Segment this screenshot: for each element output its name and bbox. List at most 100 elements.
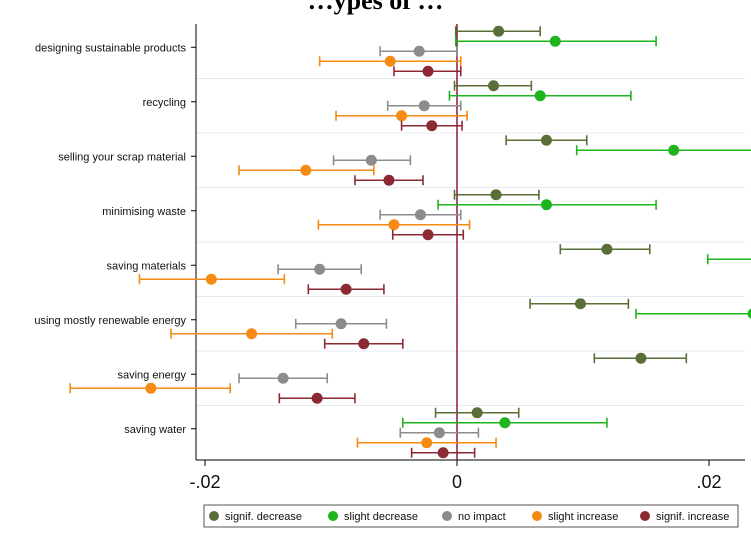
data-point-group (356, 437, 497, 449)
data-point-group (393, 65, 462, 77)
data-point (493, 25, 505, 37)
data-point (488, 80, 500, 92)
data-point-group (434, 407, 520, 419)
data-point (418, 100, 430, 112)
data-point (365, 154, 377, 166)
data-point-group (278, 392, 356, 404)
legend-marker (209, 511, 219, 521)
category-label: saving materials (107, 260, 187, 272)
legend-box (203, 504, 739, 528)
data-point (601, 243, 613, 255)
data-point-group (399, 427, 480, 439)
data-point (499, 417, 511, 429)
data-point (300, 164, 312, 176)
legend-entry: slight decrease (344, 511, 418, 523)
legend-marker (328, 511, 338, 521)
data-point (340, 283, 352, 295)
data-point (471, 407, 483, 419)
data-point-group (307, 283, 385, 295)
data-point (314, 263, 326, 275)
data-point (414, 209, 426, 221)
category-bands (196, 78, 745, 406)
data-point-group (453, 189, 540, 201)
category-label: selling your scrap material (58, 151, 186, 163)
data-point-group (635, 308, 751, 319)
data-point (205, 273, 217, 285)
category-label: using mostly renewable energy (34, 315, 186, 327)
data-point-group (170, 328, 334, 340)
data-point-group (294, 318, 388, 330)
data-point (246, 328, 258, 340)
legend: signif. decrease slight decrease no impact… (203, 504, 739, 528)
data-point (437, 447, 449, 459)
data-point-group (529, 298, 630, 310)
data-point-group (400, 120, 463, 132)
data-point (668, 144, 680, 156)
data-point (433, 427, 445, 439)
data-point-group (238, 372, 329, 384)
data-point-group (437, 199, 657, 211)
data-point (540, 134, 552, 146)
data-point (383, 174, 395, 186)
data-point-group (706, 254, 751, 265)
legend-marker (442, 511, 452, 521)
legend-marker (640, 511, 650, 521)
data-point-group (593, 352, 688, 364)
data-point-group (354, 174, 424, 186)
data-point-group (379, 209, 462, 221)
x-tick-label: 0 (452, 472, 462, 492)
data-point-group (318, 55, 462, 67)
legend-entry: signif. decrease (225, 511, 302, 523)
data-point (574, 298, 586, 310)
data-point (534, 90, 546, 102)
data-point (358, 338, 370, 350)
data-point-group (453, 80, 533, 92)
legend-marker (532, 511, 542, 521)
data-point-group (386, 100, 462, 112)
data-point (635, 352, 647, 364)
data-point-group (277, 263, 363, 275)
data-point (421, 437, 433, 449)
category-label: designing sustainable products (35, 42, 187, 54)
category-label: saving energy (118, 369, 187, 381)
data-point (384, 55, 396, 67)
data-point (549, 35, 561, 47)
data-point (335, 318, 347, 330)
data-point (422, 65, 434, 77)
data-point-group (448, 90, 632, 102)
category-label: minimising waste (102, 206, 186, 218)
data-point (413, 45, 425, 57)
data-point-group (410, 447, 476, 459)
data-point-group (238, 164, 375, 176)
data-point-group (317, 219, 471, 231)
legend-entry: signif. increase (656, 511, 729, 523)
x-tick-label: -.02 (189, 472, 220, 492)
data-point-group (454, 35, 657, 47)
data-point (311, 392, 323, 404)
x-tick-label: .02 (696, 472, 721, 492)
category-label: recycling (143, 97, 186, 109)
data-point-group (138, 273, 286, 285)
data-point-group (332, 154, 412, 166)
data-point-group (323, 338, 404, 350)
data-marks (69, 25, 751, 459)
axes: -.04-.020.02.04 (189, 24, 745, 492)
data-point-group (454, 25, 541, 37)
data-point (747, 308, 751, 319)
category-labels: designing sustainable products recycling s… (34, 42, 196, 436)
data-point (277, 372, 289, 384)
data-point-group (505, 134, 588, 146)
data-point-group (69, 382, 231, 394)
data-point-group (379, 45, 458, 57)
legend-entry: no impact (458, 511, 506, 523)
data-point-group (335, 110, 468, 122)
legend-entry: slight increase (548, 511, 618, 523)
data-point-group (391, 229, 465, 241)
data-point (396, 110, 408, 122)
data-point (145, 382, 157, 394)
data-point-group (559, 243, 651, 255)
data-point (426, 120, 438, 132)
data-point-group (402, 417, 608, 429)
data-point (490, 189, 502, 201)
